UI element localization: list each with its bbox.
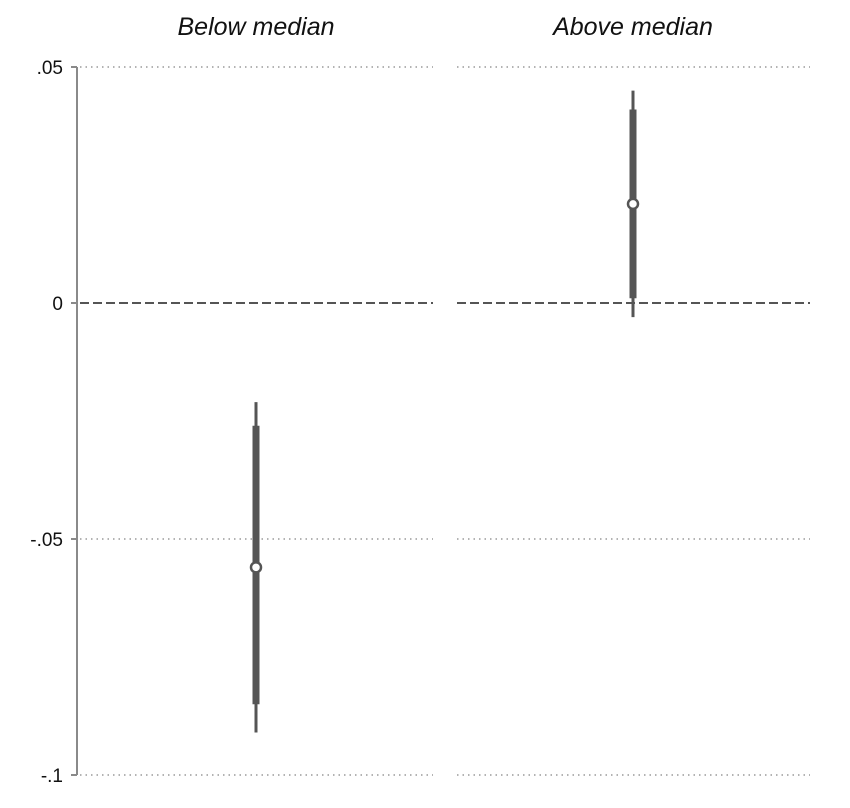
panel-title: Below median — [177, 13, 334, 41]
point-estimate-1 — [249, 561, 263, 574]
y-tick-label: -.05 — [30, 530, 63, 551]
panel-title: Above median — [551, 13, 713, 41]
y-axis: .05 0 -.05 -.1 — [30, 58, 78, 787]
y-tick-label: 0 — [52, 294, 63, 315]
panels: Below median Above median — [177, 13, 713, 733]
y-tick-label: .05 — [37, 58, 63, 79]
y-tick-label: -.1 — [41, 766, 63, 787]
point-estimate-2 — [626, 197, 640, 211]
grid-lines — [80, 66, 810, 776]
